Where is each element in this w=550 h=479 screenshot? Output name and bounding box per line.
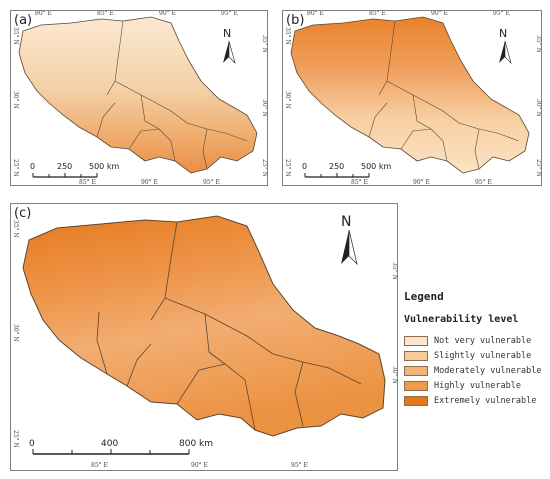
legend-swatch	[404, 335, 428, 346]
map-panel-a: (a) N 0 250 500 km 80° E	[10, 10, 268, 186]
svg-text:250: 250	[329, 162, 344, 171]
panel-label: (b)	[286, 13, 305, 28]
legend-item: Highly vulnerable	[404, 379, 521, 392]
map-a-svg: N 0 250 500 km	[18, 16, 258, 178]
admin-boundaries	[368, 20, 520, 170]
scale-bar: 0 400 800 km	[29, 439, 213, 455]
legend-swatch	[404, 350, 428, 361]
legend-item: Not very vulnerable	[404, 334, 531, 347]
svg-text:400: 400	[101, 439, 118, 449]
region-outline	[22, 215, 386, 437]
svg-text:0: 0	[30, 162, 35, 171]
panel-label: (a)	[14, 13, 33, 28]
legend-item: Extremely vulnerable	[404, 394, 536, 407]
region-outline	[18, 16, 258, 174]
svg-text:800 km: 800 km	[179, 439, 213, 449]
north-arrow	[499, 40, 512, 65]
svg-text:500 km: 500 km	[361, 162, 391, 171]
admin-boundaries	[96, 221, 362, 431]
scale-bar: 0 250 500 km	[302, 162, 391, 178]
map-c-svg: N 0 400 800 km	[22, 214, 386, 455]
region-outline	[290, 16, 530, 174]
legend-subtitle: Vulnerability level	[404, 314, 519, 325]
legend-swatch	[404, 365, 428, 376]
map-panel-c: (c) N 0 400 800 km 85° E	[10, 203, 398, 471]
legend-title: Legend	[404, 290, 444, 303]
legend-item: Slightly vulnerable	[404, 349, 531, 362]
north-arrow	[223, 40, 236, 65]
svg-text:250: 250	[57, 162, 72, 171]
map-b-svg: N 0 250 500 km	[290, 16, 530, 178]
legend-item: Moderately vulnerable	[404, 364, 541, 377]
north-label: N	[499, 27, 507, 40]
svg-text:0: 0	[302, 162, 307, 171]
legend-swatch	[404, 380, 428, 391]
svg-text:0: 0	[29, 439, 35, 449]
svg-text:500 km: 500 km	[89, 162, 119, 171]
panel-label: (c)	[14, 206, 32, 221]
north-label: N	[341, 214, 351, 230]
legend-swatch	[404, 395, 428, 406]
admin-boundaries	[96, 20, 248, 170]
north-arrow	[341, 229, 358, 266]
legend: Legend Vulnerability level Not very vuln…	[404, 290, 544, 410]
north-label: N	[223, 27, 231, 40]
scale-bar: 0 250 500 km	[30, 162, 119, 178]
map-panel-b: (b) N 0 250 500 km 80° E	[282, 10, 542, 186]
